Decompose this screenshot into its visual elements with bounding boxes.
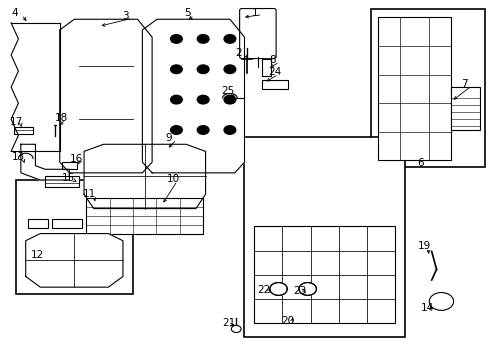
- Text: 17: 17: [10, 117, 23, 127]
- Polygon shape: [60, 19, 152, 173]
- Text: 1: 1: [251, 8, 258, 18]
- Circle shape: [170, 35, 182, 43]
- Circle shape: [197, 126, 208, 134]
- Text: 5: 5: [183, 8, 190, 18]
- Polygon shape: [298, 283, 316, 295]
- Bar: [16, 180, 132, 294]
- Bar: [28, 219, 47, 228]
- Bar: [14, 127, 33, 134]
- Text: 9: 9: [165, 133, 172, 143]
- Circle shape: [170, 65, 182, 73]
- Circle shape: [224, 95, 235, 104]
- Bar: [370, 9, 484, 167]
- Text: 10: 10: [166, 174, 180, 184]
- Text: 21: 21: [222, 318, 235, 328]
- Text: 22: 22: [257, 284, 270, 294]
- Bar: [62, 162, 77, 169]
- Text: 8: 8: [268, 55, 275, 65]
- Text: 4: 4: [11, 8, 18, 18]
- Text: 7: 7: [460, 79, 467, 89]
- Text: 19: 19: [417, 240, 430, 251]
- Bar: [244, 137, 404, 337]
- Circle shape: [170, 126, 182, 134]
- Circle shape: [197, 95, 208, 104]
- Circle shape: [224, 65, 235, 73]
- Circle shape: [197, 35, 208, 43]
- Bar: [450, 87, 479, 130]
- Polygon shape: [142, 19, 244, 173]
- Text: 25: 25: [221, 86, 234, 95]
- Bar: [52, 219, 81, 228]
- Text: 15: 15: [62, 173, 75, 183]
- Text: 24: 24: [267, 67, 281, 77]
- Circle shape: [170, 95, 182, 104]
- FancyBboxPatch shape: [239, 9, 276, 59]
- Bar: [86, 198, 203, 234]
- Text: 3: 3: [122, 11, 128, 21]
- Bar: [377, 18, 450, 160]
- Bar: [86, 244, 101, 251]
- Circle shape: [224, 35, 235, 43]
- Polygon shape: [11, 23, 60, 152]
- Text: 6: 6: [416, 158, 423, 168]
- Polygon shape: [261, 59, 271, 76]
- Text: 23: 23: [292, 285, 306, 296]
- Bar: [45, 176, 79, 187]
- Text: 12: 12: [30, 250, 44, 260]
- Text: 2: 2: [234, 48, 241, 58]
- Text: 13: 13: [12, 152, 25, 162]
- Circle shape: [231, 325, 241, 333]
- Polygon shape: [269, 283, 287, 295]
- Text: 18: 18: [55, 113, 68, 123]
- Bar: [254, 226, 394, 323]
- Circle shape: [224, 126, 235, 134]
- Polygon shape: [21, 144, 69, 180]
- Text: 11: 11: [83, 189, 96, 199]
- Circle shape: [197, 65, 208, 73]
- Text: 20: 20: [281, 316, 293, 326]
- Polygon shape: [84, 144, 205, 208]
- Bar: [261, 80, 287, 89]
- Circle shape: [428, 293, 453, 310]
- Text: 14: 14: [420, 303, 433, 313]
- Polygon shape: [26, 234, 122, 287]
- Text: 16: 16: [69, 154, 82, 164]
